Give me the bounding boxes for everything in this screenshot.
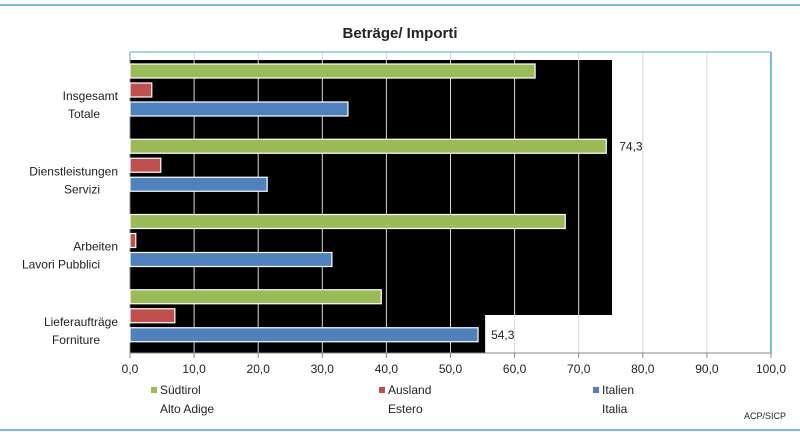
bar-südtirol <box>129 289 382 305</box>
legend-swatch <box>593 387 599 393</box>
data-label: 54,3 <box>491 328 515 342</box>
x-tick-label: 50,0 <box>439 362 463 376</box>
x-tick-label: 80,0 <box>631 362 655 376</box>
legend-label: Italien <box>602 383 634 397</box>
bar-ausland <box>129 157 162 173</box>
legend-label: Italia <box>602 402 628 416</box>
bar-italien <box>129 176 268 192</box>
x-tick-label: 10,0 <box>182 362 206 376</box>
bar-italien <box>129 251 333 268</box>
x-tick-label: 90,0 <box>695 362 719 376</box>
category-label: Lavori Pubblici <box>22 258 100 272</box>
chart-title: Beträge/ Importi <box>342 25 457 42</box>
bar-südtirol <box>129 63 536 79</box>
category-label: Lieferaufträge <box>44 315 118 329</box>
legend-label: Ausland <box>388 383 431 397</box>
category-label: Totale <box>68 107 100 121</box>
data-label: 74,3 <box>619 139 643 153</box>
category-label: Forniture <box>52 333 100 347</box>
category-label: Insgesamt <box>63 89 119 103</box>
bar-italien <box>129 327 479 343</box>
legend-label: Estero <box>388 402 423 416</box>
x-tick-label: 60,0 <box>503 362 527 376</box>
source-label: ACP/SICP <box>744 411 786 421</box>
x-tick-label: 0,0 <box>122 362 139 376</box>
x-tick-label: 40,0 <box>375 362 399 376</box>
category-label: Arbeiten <box>73 240 118 254</box>
legend-swatch <box>151 387 157 393</box>
x-tick-label: 30,0 <box>311 362 335 376</box>
legend-label: Südtirol <box>160 383 201 397</box>
bar-südtirol <box>129 138 607 154</box>
bar-ausland <box>129 232 137 249</box>
bar-ausland <box>129 82 153 98</box>
x-tick-label: 20,0 <box>247 362 271 376</box>
legend-label: Alto Adige <box>160 402 214 416</box>
category-label: Dienstleistungen <box>29 164 118 178</box>
bar-ausland <box>129 308 176 324</box>
legend-swatch <box>379 387 385 393</box>
bar-italien <box>129 101 349 117</box>
category-label: Servizi <box>64 182 100 196</box>
bar-südtirol <box>129 213 566 230</box>
x-tick-label: 70,0 <box>567 362 591 376</box>
x-tick-label: 100,0 <box>756 362 786 376</box>
